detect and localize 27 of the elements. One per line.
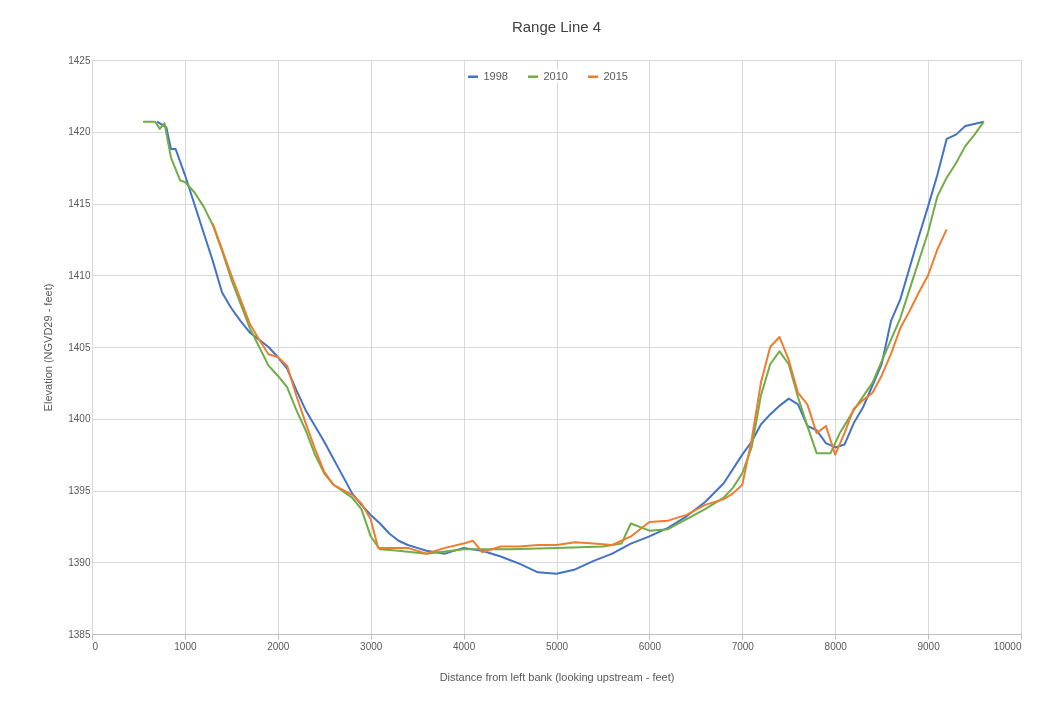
x-tick-label: 9000 xyxy=(917,640,941,652)
x-tick-label: 6000 xyxy=(638,640,662,652)
x-tick-label: 5000 xyxy=(545,640,569,652)
legend-label: 1998 xyxy=(483,69,508,82)
x-tick-label: 3000 xyxy=(360,640,383,652)
y-tick-label: 1425 xyxy=(68,54,91,66)
y-tick-label: 1385 xyxy=(68,628,91,640)
y-axis-title: Elevation (NGVD29 - feet) xyxy=(42,283,55,412)
x-tick-label: 4000 xyxy=(452,640,476,652)
y-tick-label: 1410 xyxy=(68,269,91,281)
y-tick-label: 1405 xyxy=(68,341,91,353)
legend-label: 2015 xyxy=(603,69,628,82)
y-tick-label: 1400 xyxy=(68,413,91,425)
y-tick-label: 1420 xyxy=(68,126,91,138)
x-tick-label: 7000 xyxy=(731,640,755,652)
line-series xyxy=(211,222,948,555)
x-tick-label: 10000 xyxy=(993,640,1022,652)
y-tick-label: 1415 xyxy=(68,198,91,209)
x-tick-label: 0 xyxy=(92,640,99,652)
x-tick-label: 1000 xyxy=(174,640,197,652)
y-tick-label: 1395 xyxy=(68,485,91,496)
x-tick-label: 2000 xyxy=(267,640,290,652)
legend-label: 2010 xyxy=(543,69,568,82)
chart-title: Range Line 4 xyxy=(511,18,602,35)
y-tick-label: 1390 xyxy=(68,556,91,568)
x-axis-title: Distance from left bank (looking upstream - feet) xyxy=(439,670,675,683)
x-tick-label: 8000 xyxy=(824,640,848,652)
